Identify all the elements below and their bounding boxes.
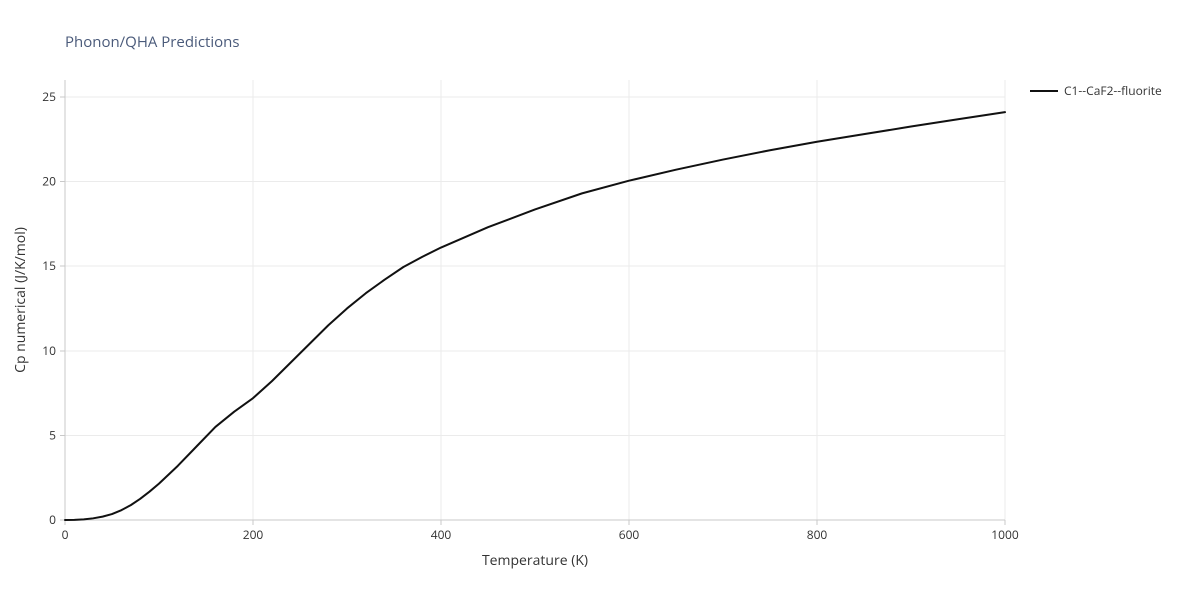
x-tick-label: 400: [431, 526, 452, 543]
y-tick-label: 25: [42, 88, 56, 105]
y-tick-label: 20: [42, 173, 56, 190]
x-tick-label: 600: [619, 526, 640, 543]
gridlines: [65, 80, 1005, 520]
x-tick-label: 800: [807, 526, 828, 543]
x-axis-title: Temperature (K): [482, 551, 588, 570]
chart-container: Phonon/QHA Predictions 02004006008001000…: [0, 0, 1200, 600]
x-tick-label: 0: [62, 526, 69, 543]
x-tick-label: 1000: [991, 526, 1019, 543]
y-tick-label: 10: [42, 342, 56, 359]
line-chart: 0 200 400 600 800 1000 0 5 10 15 20 25 Temperature…: [0, 0, 1200, 600]
y-tick-label: 15: [42, 257, 56, 274]
y-tick-label: 0: [49, 511, 56, 528]
y-tick-labels: 0 5 10 15 20 25: [42, 88, 56, 528]
x-tick-labels: 0 200 400 600 800 1000: [62, 526, 1019, 543]
legend: C1--CaF2--fluorite: [1030, 82, 1162, 99]
legend-label: C1--CaF2--fluorite: [1064, 82, 1162, 99]
y-axis-title: Cp numerical (J/K/mol): [11, 227, 30, 373]
series-group: [65, 112, 1005, 520]
x-tick-label: 200: [243, 526, 264, 543]
legend-swatch: [1030, 90, 1058, 92]
series-line: [65, 112, 1005, 520]
y-tick-label: 5: [49, 426, 56, 443]
axes: [60, 80, 1005, 525]
